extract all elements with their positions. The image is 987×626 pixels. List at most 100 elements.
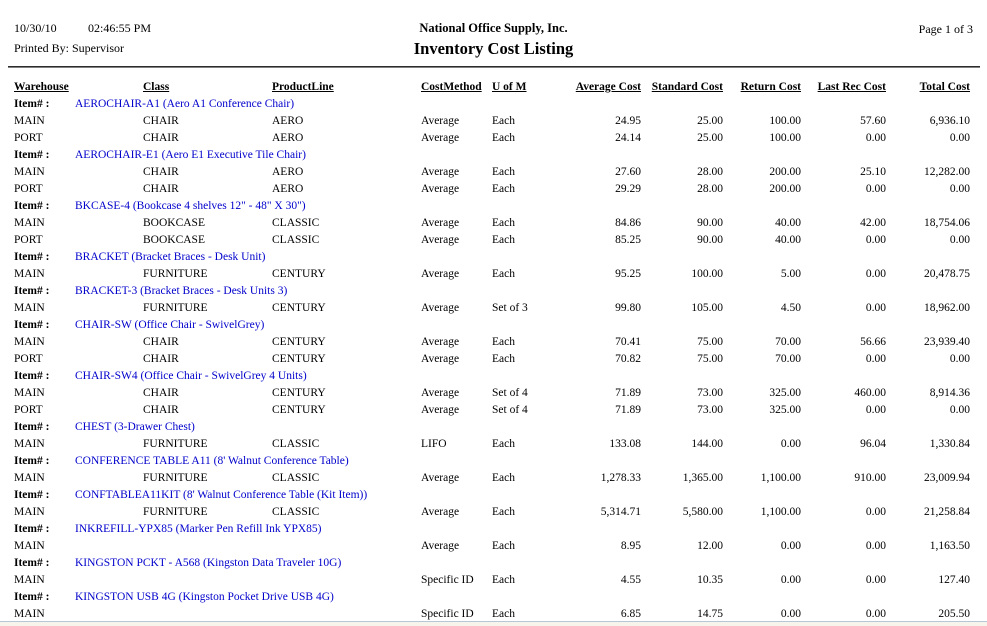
print-date: 10/30/10 bbox=[14, 21, 57, 35]
costmethod-cell: Average bbox=[421, 183, 460, 195]
column-headers: Warehouse Class ProductLine CostMethod U… bbox=[0, 80, 970, 95]
item-link[interactable]: BRACKET (Bracket Braces - Desk Unit) bbox=[75, 251, 266, 263]
costmethod-cell: Average bbox=[421, 506, 460, 518]
lastrec-cost-cell: 0.00 bbox=[865, 506, 886, 518]
item-row: Item# : INKREFILL-YPX85 (Marker Pen Refil… bbox=[0, 521, 987, 538]
standard-cost-cell: 1,365.00 bbox=[682, 472, 723, 484]
total-cost-cell: 18,754.06 bbox=[924, 217, 970, 229]
lastrec-cost-cell: 0.00 bbox=[865, 183, 886, 195]
item-link[interactable]: CHAIR-SW4 (Office Chair - SwivelGrey 4 U… bbox=[75, 370, 307, 382]
return-cost-cell: 200.00 bbox=[769, 183, 801, 195]
total-cost-cell: 21,258.84 bbox=[924, 506, 970, 518]
warehouse-cell: PORT bbox=[14, 353, 43, 365]
uofm-cell: Each bbox=[492, 608, 515, 620]
report-heading: National Office Supply, Inc. Inventory C… bbox=[0, 21, 987, 59]
item-link[interactable]: CHAIR-SW (Office Chair - SwivelGrey) bbox=[75, 319, 265, 331]
class-cell: CHAIR bbox=[143, 166, 179, 178]
warehouse-cell: MAIN bbox=[14, 115, 45, 127]
item-link[interactable]: KINGSTON PCKT - A568 (Kingston Data Trav… bbox=[75, 557, 342, 569]
class-cell: CHAIR bbox=[143, 387, 179, 399]
standard-cost-cell: 90.00 bbox=[697, 234, 723, 246]
item-number-label: Item# : bbox=[14, 421, 50, 433]
standard-cost-cell: 75.00 bbox=[697, 336, 723, 348]
item-row: Item# : KINGSTON USB 4G (Kingston Pocket … bbox=[0, 589, 987, 606]
item-link[interactable]: KINGSTON USB 4G (Kingston Pocket Drive U… bbox=[75, 591, 334, 603]
table-row: MAIN FURNITURE CENTURY Average Each 95.25 100.… bbox=[0, 266, 970, 283]
printed-by: Printed By: Supervisor bbox=[14, 41, 124, 55]
item-link[interactable]: BRACKET-3 (Bracket Braces - Desk Units 3… bbox=[75, 285, 288, 297]
item-link[interactable]: BKCASE-4 (Bookcase 4 shelves 12" - 48" X… bbox=[75, 200, 306, 212]
average-cost-cell: 8.95 bbox=[620, 540, 641, 552]
productline-cell: AERO bbox=[272, 132, 304, 144]
print-info: 10/30/10 02:46:55 PM Printed By: Supervi… bbox=[14, 21, 151, 55]
total-cost-cell: 23,009.94 bbox=[924, 472, 970, 484]
standard-cost-cell: 73.00 bbox=[697, 404, 723, 416]
item-link[interactable]: CHEST (3-Drawer Chest) bbox=[75, 421, 195, 433]
header-divider bbox=[8, 66, 980, 68]
warehouse-cell: PORT bbox=[14, 132, 43, 144]
average-cost-cell: 95.25 bbox=[615, 268, 641, 280]
average-cost-cell: 84.86 bbox=[615, 217, 641, 229]
table-row: MAIN FURNITURE CLASSIC Average Each 1,278.33 1… bbox=[0, 470, 970, 487]
standard-cost-cell: 73.00 bbox=[697, 387, 723, 399]
col-header-total-cost: Total Cost bbox=[919, 81, 970, 93]
average-cost-cell: 1,278.33 bbox=[600, 472, 641, 484]
productline-cell: CLASSIC bbox=[272, 438, 320, 450]
item-link[interactable]: AEROCHAIR-E1 (Aero E1 Executive Tile Cha… bbox=[75, 149, 306, 161]
item-link[interactable]: INKREFILL-YPX85 (Marker Pen Refill Ink Y… bbox=[75, 523, 322, 535]
item-number-label: Item# : bbox=[14, 98, 50, 110]
print-time: 02:46:55 PM bbox=[88, 21, 152, 35]
costmethod-cell: Specific ID bbox=[421, 574, 474, 586]
costmethod-cell: Specific ID bbox=[421, 608, 474, 620]
item-link[interactable]: CONFERENCE TABLE A11 (8' Walnut Conferen… bbox=[75, 455, 349, 467]
item-link[interactable]: CONFTABLEA11KIT (8' Walnut Conference Ta… bbox=[75, 489, 368, 501]
table-body: Item# : AEROCHAIR-A1 (Aero A1 Conference … bbox=[0, 96, 987, 623]
table-row: MAIN FURNITURE CENTURY Average Set of 3 99.80… bbox=[0, 300, 970, 317]
lastrec-cost-cell: 96.04 bbox=[860, 438, 886, 450]
lastrec-cost-cell: 25.10 bbox=[860, 166, 886, 178]
uofm-cell: Set of 3 bbox=[492, 302, 528, 314]
lastrec-cost-cell: 0.00 bbox=[865, 353, 886, 365]
return-cost-cell: 40.00 bbox=[775, 217, 801, 229]
standard-cost-cell: 90.00 bbox=[697, 217, 723, 229]
productline-cell bbox=[272, 572, 421, 589]
productline-cell: CLASSIC bbox=[272, 234, 320, 246]
item-number-label: Item# : bbox=[14, 251, 50, 263]
item-row: Item# : AEROCHAIR-A1 (Aero A1 Conference … bbox=[0, 96, 987, 113]
lastrec-cost-cell: 0.00 bbox=[865, 574, 886, 586]
col-header-average-cost: Average Cost bbox=[575, 81, 641, 93]
warehouse-cell: MAIN bbox=[14, 302, 45, 314]
table-row: MAIN CHAIR CENTURY Average Each 70.41 75.00 70.… bbox=[0, 334, 970, 351]
item-row: Item# : CHAIR-SW4 (Office Chair - SwivelG… bbox=[0, 368, 987, 385]
average-cost-cell: 24.95 bbox=[615, 115, 641, 127]
class-cell: CHAIR bbox=[143, 115, 179, 127]
col-header-return-cost: Return Cost bbox=[740, 81, 801, 93]
productline-cell: CENTURY bbox=[272, 387, 326, 399]
costmethod-cell: Average bbox=[421, 353, 460, 365]
return-cost-cell: 40.00 bbox=[775, 234, 801, 246]
costmethod-cell: Average bbox=[421, 336, 460, 348]
total-cost-cell: 8,914.36 bbox=[929, 387, 970, 399]
lastrec-cost-cell: 0.00 bbox=[865, 608, 886, 620]
lastrec-cost-cell: 0.00 bbox=[865, 234, 886, 246]
standard-cost-cell: 28.00 bbox=[697, 166, 723, 178]
average-cost-cell: 70.41 bbox=[615, 336, 641, 348]
warehouse-cell: PORT bbox=[14, 234, 43, 246]
item-number-label: Item# : bbox=[14, 557, 50, 569]
item-row: Item# : KINGSTON PCKT - A568 (Kingston Da… bbox=[0, 555, 987, 572]
return-cost-cell: 70.00 bbox=[775, 353, 801, 365]
costmethod-cell: Average bbox=[421, 404, 460, 416]
productline-cell: CENTURY bbox=[272, 353, 326, 365]
costmethod-cell: Average bbox=[421, 166, 460, 178]
warehouse-cell: MAIN bbox=[14, 217, 45, 229]
class-cell: FURNITURE bbox=[143, 506, 208, 518]
uofm-cell: Each bbox=[492, 115, 515, 127]
total-cost-cell: 0.00 bbox=[949, 404, 970, 416]
total-cost-cell: 23,939.40 bbox=[924, 336, 970, 348]
return-cost-cell: 100.00 bbox=[769, 115, 801, 127]
report-title: Inventory Cost Listing bbox=[413, 39, 574, 58]
warehouse-cell: MAIN bbox=[14, 472, 45, 484]
item-number-label: Item# : bbox=[14, 149, 50, 161]
item-link[interactable]: AEROCHAIR-A1 (Aero A1 Conference Chair) bbox=[75, 98, 295, 110]
table-row: PORT CHAIR CENTURY Average Set of 4 71.89 73.0… bbox=[0, 402, 970, 419]
